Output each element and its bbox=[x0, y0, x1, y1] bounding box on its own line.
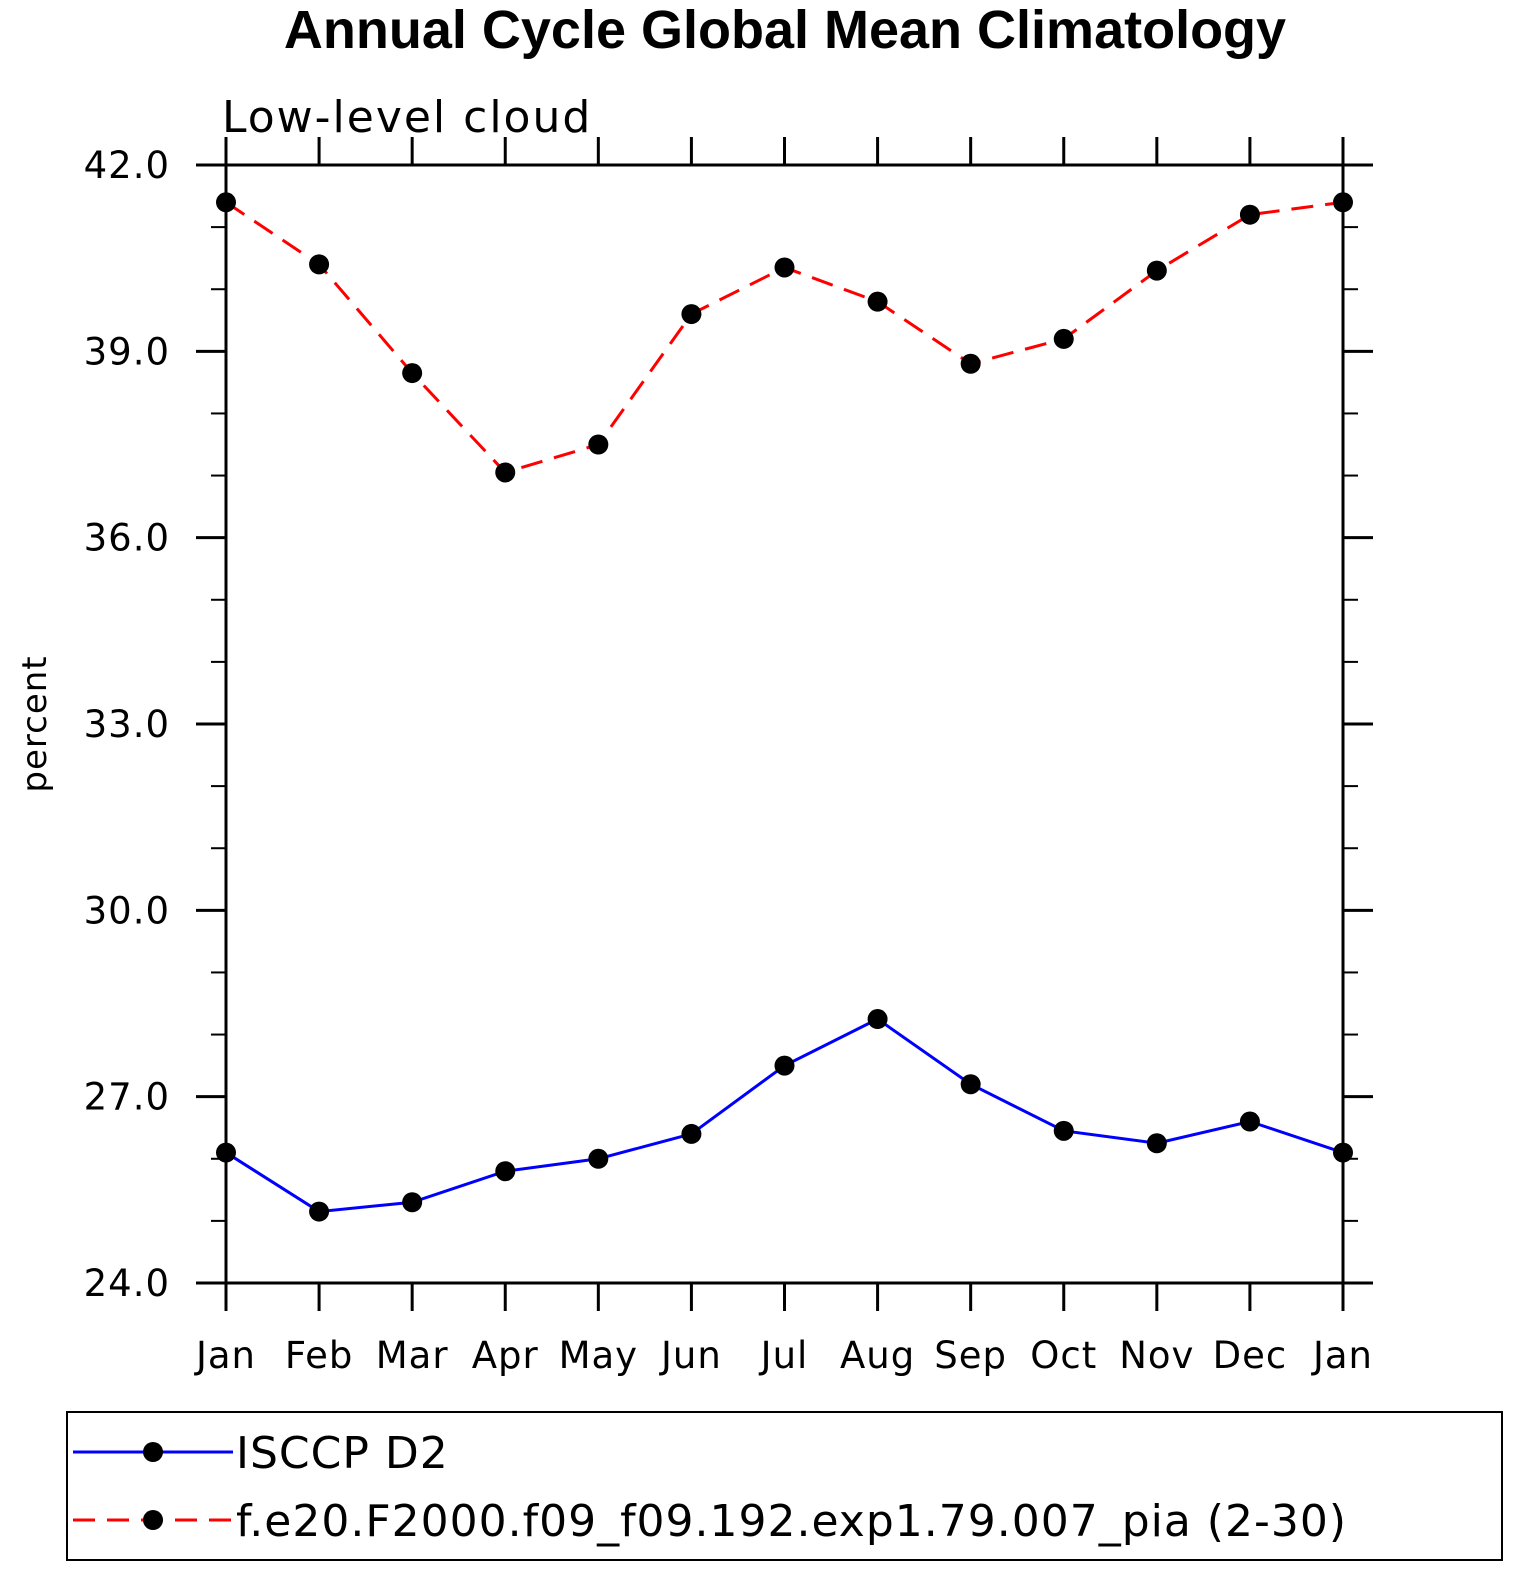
data-point bbox=[1053, 328, 1074, 349]
x-tick-label: Jun bbox=[659, 1334, 722, 1377]
data-point bbox=[402, 363, 423, 384]
data-point bbox=[681, 304, 702, 325]
y-tick-label: 42.0 bbox=[84, 144, 170, 187]
x-tick-label: Aug bbox=[840, 1334, 915, 1377]
series-line-1 bbox=[225, 1017, 1344, 1214]
data-point bbox=[402, 1192, 423, 1213]
y-tick-label: 27.0 bbox=[84, 1076, 170, 1119]
legend-box bbox=[66, 1411, 1503, 1561]
axes-ticks bbox=[196, 137, 1373, 1311]
x-tick-label: Apr bbox=[472, 1334, 539, 1377]
data-point bbox=[216, 192, 236, 213]
data-point bbox=[774, 1055, 795, 1076]
data-point bbox=[960, 353, 981, 374]
y-tick-labels: 24.0 27.0 30.0 33.0 36.0 39.0 42.0 bbox=[84, 144, 170, 1305]
data-point bbox=[1239, 204, 1260, 225]
data-point bbox=[1333, 1142, 1353, 1163]
data-point bbox=[1053, 1120, 1074, 1141]
x-tick-label: Jan bbox=[194, 1334, 256, 1377]
y-tick-label: 36.0 bbox=[84, 517, 170, 560]
data-point bbox=[960, 1074, 981, 1095]
data-point bbox=[681, 1123, 702, 1144]
data-point bbox=[309, 1201, 330, 1222]
x-tick-label: Jul bbox=[759, 1334, 809, 1377]
legend-items: ISCCP D2 f.e20.F2000.f09_f09.192.exp1.79.… bbox=[73, 1428, 1347, 1547]
x-tick-label: May bbox=[559, 1334, 639, 1377]
data-point bbox=[588, 1148, 609, 1169]
data-point bbox=[495, 462, 516, 483]
x-tick-label: Feb bbox=[285, 1334, 354, 1377]
data-point bbox=[1146, 1133, 1167, 1154]
legend-label-2: f.e20.F2000.f09_f09.192.exp1.79.007_pia … bbox=[236, 1496, 1347, 1547]
legend-marker-1 bbox=[143, 1442, 163, 1462]
series-layer bbox=[216, 192, 1353, 1222]
y-tick-label: 39.0 bbox=[84, 330, 170, 373]
y-axis-label: percent bbox=[15, 655, 55, 792]
chart-subtitle: Low-level cloud bbox=[222, 92, 592, 143]
x-tick-label: Mar bbox=[376, 1334, 449, 1377]
legend-marker-2 bbox=[143, 1510, 163, 1530]
y-tick-label: 24.0 bbox=[84, 1262, 170, 1305]
data-point bbox=[216, 1142, 236, 1163]
chart-title: Annual Cycle Global Mean Climatology bbox=[284, 0, 1286, 60]
series-line-2 bbox=[225, 200, 1344, 475]
data-point bbox=[588, 434, 609, 455]
x-tick-label: Sep bbox=[934, 1334, 1007, 1377]
legend: ISCCP D2 f.e20.F2000.f09_f09.192.exp1.79.… bbox=[66, 1411, 1503, 1561]
data-point bbox=[1239, 1111, 1260, 1132]
data-point bbox=[1146, 260, 1167, 281]
plot-frame bbox=[224, 163, 1345, 1285]
y-tick-label: 30.0 bbox=[84, 889, 170, 932]
data-point bbox=[495, 1161, 516, 1182]
x-tick-label: Nov bbox=[1119, 1334, 1194, 1377]
data-point bbox=[867, 291, 888, 312]
x-tick-label: Dec bbox=[1213, 1334, 1288, 1377]
data-point bbox=[309, 254, 330, 275]
data-point bbox=[867, 1009, 888, 1030]
y-tick-label: 33.0 bbox=[84, 703, 170, 746]
x-tick-labels: Jan Feb Mar Apr May Jun Jul Aug Sep Oct Nov Dec Jan bbox=[194, 1334, 1373, 1377]
x-tick-label: Oct bbox=[1030, 1334, 1097, 1377]
data-point bbox=[1333, 192, 1353, 213]
x-tick-label: Jan bbox=[1311, 1334, 1373, 1377]
data-point bbox=[774, 257, 795, 278]
legend-label-1: ISCCP D2 bbox=[236, 1428, 449, 1479]
